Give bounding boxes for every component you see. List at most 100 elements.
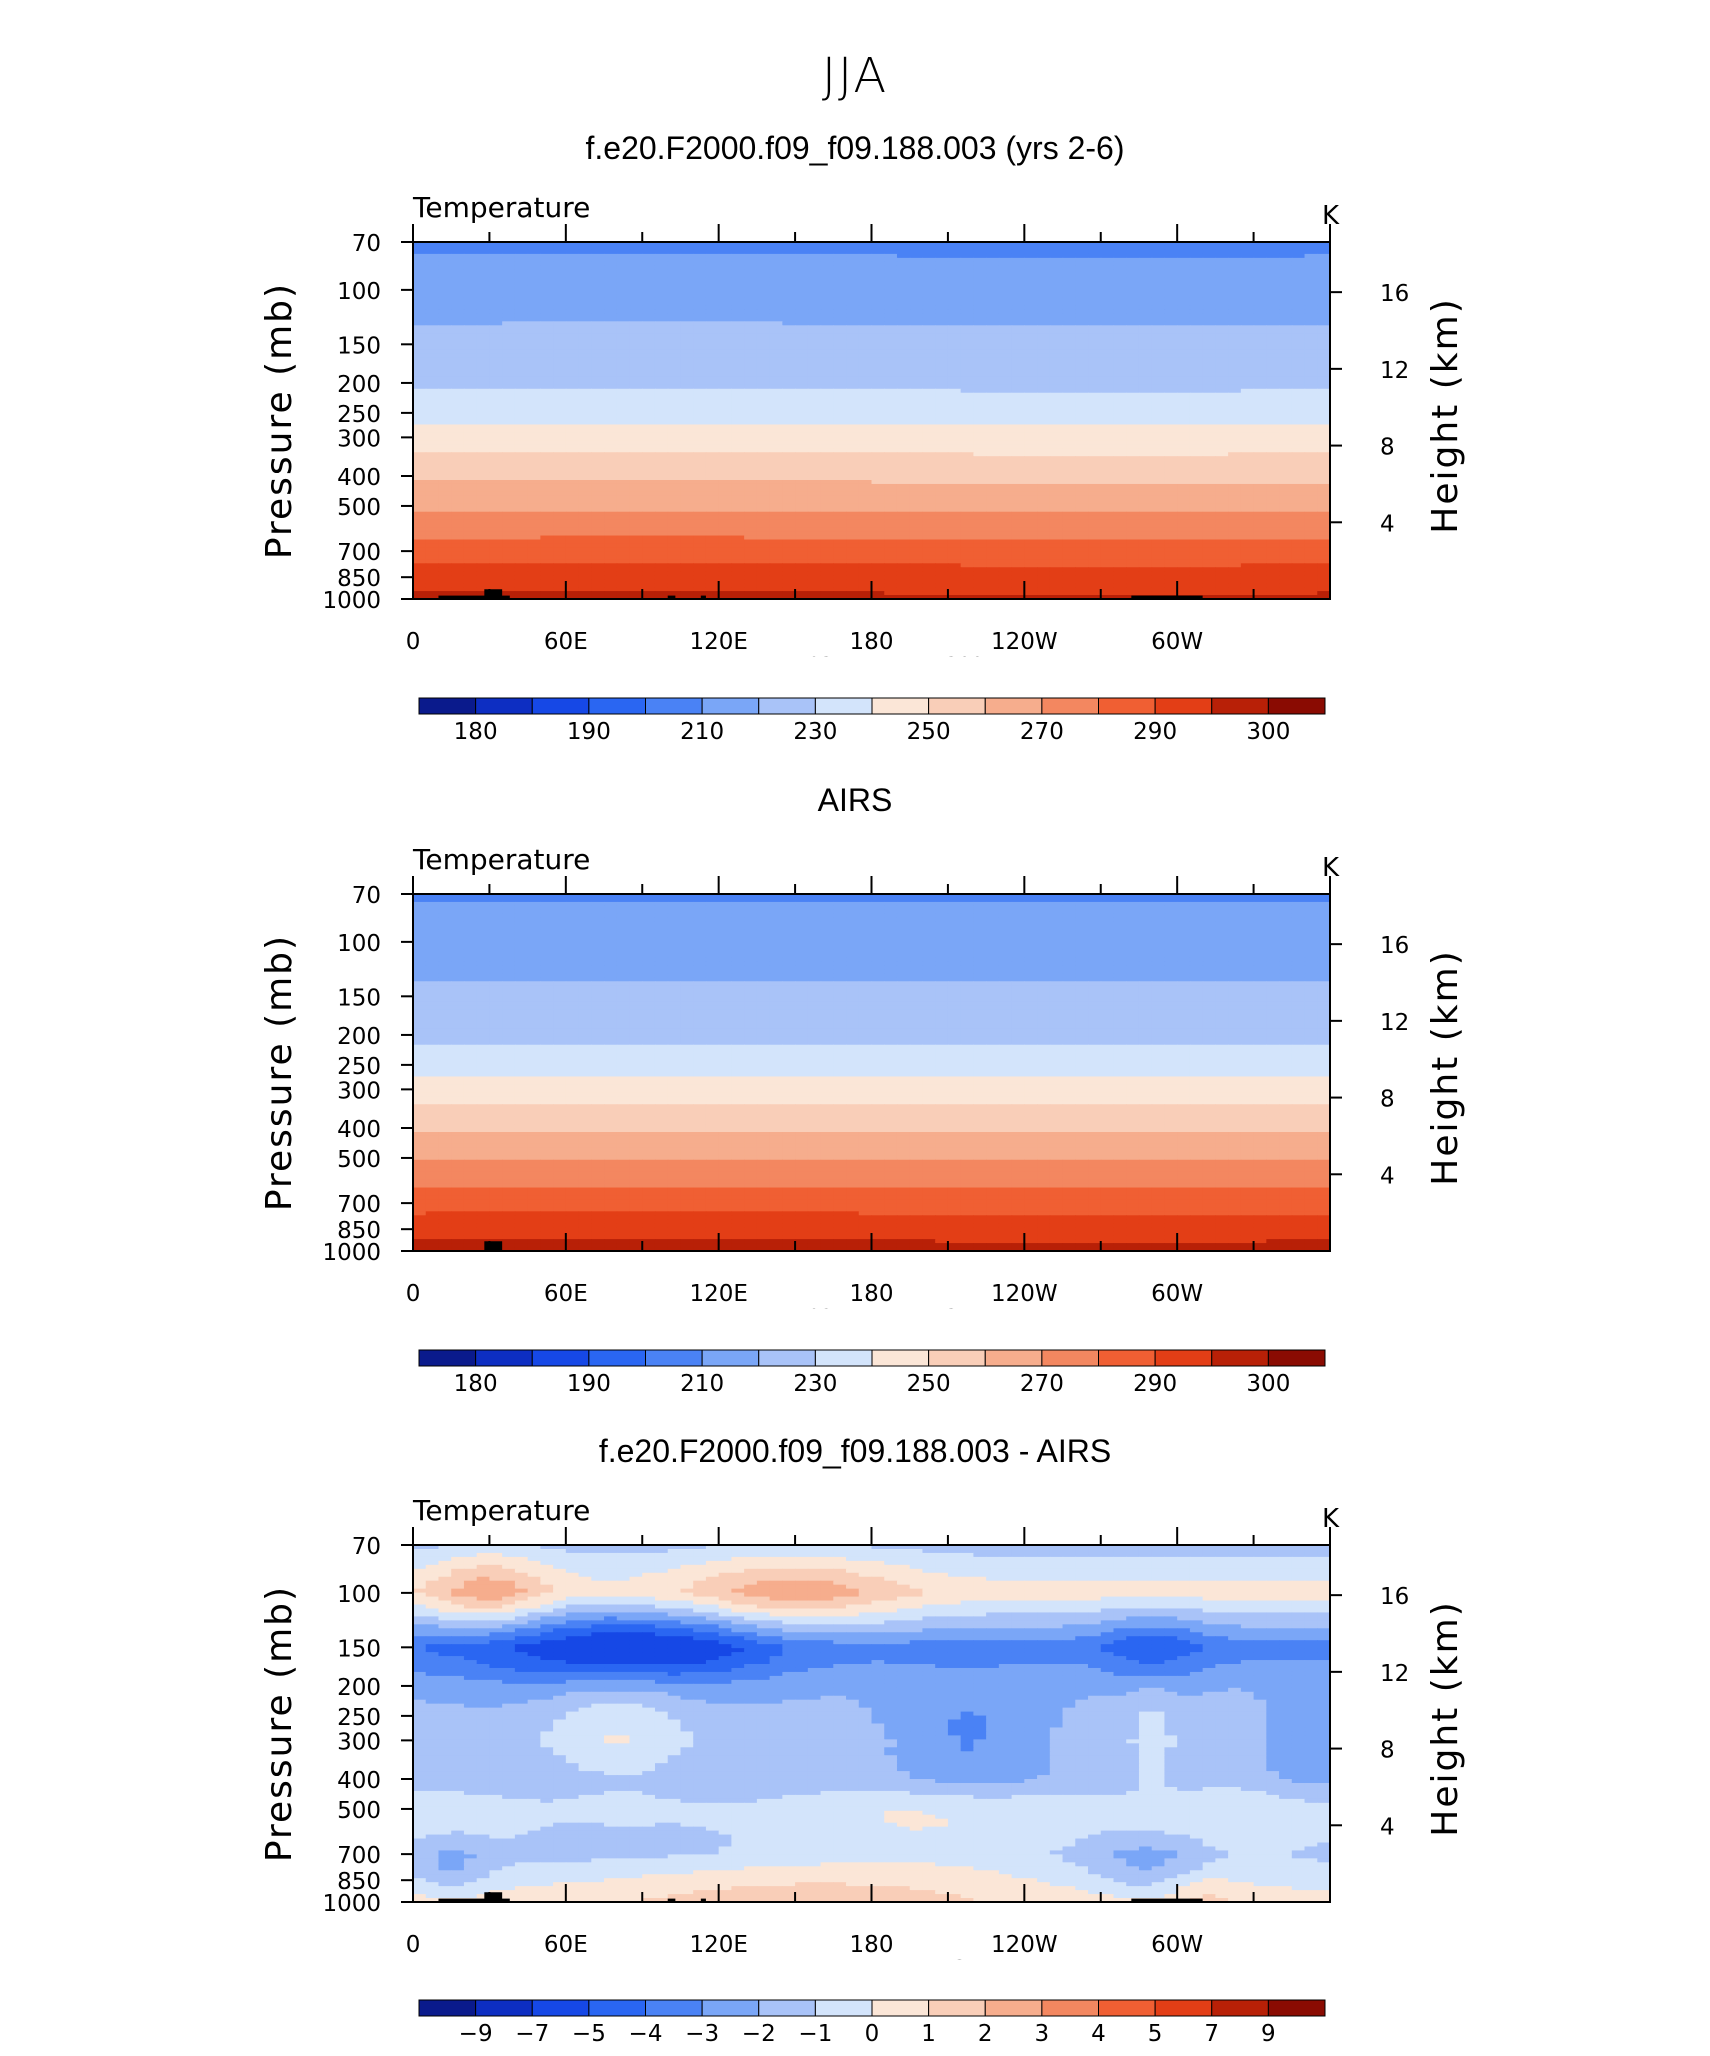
field-cell <box>680 274 693 279</box>
field-cell <box>1177 337 1190 342</box>
field-cell <box>731 329 744 334</box>
field-cell <box>986 444 999 449</box>
field-cell <box>897 440 910 445</box>
field-cell <box>922 266 935 271</box>
field-cell <box>1063 298 1076 303</box>
field-cell <box>515 413 528 418</box>
field-cell <box>961 432 974 437</box>
field-cell <box>719 508 732 513</box>
field-cell <box>1075 484 1088 489</box>
field-cell <box>1279 353 1292 358</box>
field-cell <box>1037 440 1050 445</box>
field-cell <box>668 432 681 437</box>
field-cell <box>1126 325 1139 330</box>
field-cell <box>413 313 426 318</box>
field-cell <box>884 488 897 493</box>
field-cell <box>477 432 490 437</box>
field-cell <box>897 405 910 410</box>
field-cell <box>553 385 566 390</box>
field-cell <box>910 361 923 366</box>
field-cell <box>1241 413 1254 418</box>
field-cell <box>668 440 681 445</box>
field-cell <box>668 424 681 429</box>
field-cell <box>489 417 502 422</box>
field-cell <box>1088 496 1101 501</box>
field-cell <box>859 361 872 366</box>
field-cell <box>1279 262 1292 267</box>
field-cell <box>744 516 757 521</box>
field-cell <box>1292 361 1305 366</box>
field-cell <box>833 294 846 299</box>
field-cell <box>1063 484 1076 489</box>
field-cell <box>1266 254 1279 259</box>
field-cell <box>1292 286 1305 291</box>
field-cell <box>999 492 1012 497</box>
field-cell <box>1254 508 1267 513</box>
field-cell <box>846 349 859 354</box>
field-cell <box>1024 274 1037 279</box>
field-cell <box>553 317 566 322</box>
field-cell <box>528 389 541 394</box>
field-cell <box>731 373 744 378</box>
field-cell <box>464 262 477 267</box>
field-cell <box>617 329 630 334</box>
field-cell <box>731 389 744 394</box>
field-cell <box>515 428 528 433</box>
field-cell <box>617 421 630 426</box>
field-cell <box>1228 405 1241 410</box>
field-cell <box>808 444 821 449</box>
field-cell <box>719 302 732 307</box>
field-cell <box>451 500 464 505</box>
field-cell <box>846 309 859 314</box>
field-cell <box>655 337 668 342</box>
field-cell <box>451 393 464 398</box>
field-cell <box>1101 278 1114 283</box>
field-cell <box>1113 250 1126 255</box>
field-cell <box>706 405 719 410</box>
field-cell <box>935 250 948 255</box>
field-cell <box>451 401 464 406</box>
field-cell <box>642 369 655 374</box>
field-cell <box>846 428 859 433</box>
field-cell <box>630 381 643 386</box>
field-cell <box>515 258 528 263</box>
field-cell <box>821 317 834 322</box>
field-cell <box>770 333 783 338</box>
field-cell <box>1113 401 1126 406</box>
field-cell <box>782 428 795 433</box>
field-cell <box>477 508 490 513</box>
field-cell <box>1228 397 1241 402</box>
field-cell <box>604 298 617 303</box>
field-cell <box>821 341 834 346</box>
field-cell <box>591 432 604 437</box>
field-cell <box>1088 464 1101 469</box>
field-cell <box>477 496 490 501</box>
field-cell <box>731 448 744 453</box>
field-cell <box>413 484 426 489</box>
field-cell <box>502 508 515 513</box>
field-cell <box>833 302 846 307</box>
field-cell <box>502 317 515 322</box>
field-cell <box>413 488 426 493</box>
field-cell <box>948 286 961 291</box>
field-cell <box>540 349 553 354</box>
field-cell <box>1279 302 1292 307</box>
field-cell <box>1024 246 1037 251</box>
field-cell <box>1063 401 1076 406</box>
field-cell <box>770 290 783 295</box>
field-cell <box>884 246 897 251</box>
field-cell <box>1279 274 1292 279</box>
field-cell <box>591 413 604 418</box>
field-cell <box>642 321 655 326</box>
field-cell <box>821 357 834 362</box>
field-cell <box>540 512 553 517</box>
field-cell <box>413 393 426 398</box>
field-cell <box>553 349 566 354</box>
field-cell <box>999 274 1012 279</box>
field-cell <box>1279 484 1292 489</box>
field-cell <box>770 405 783 410</box>
field-cell <box>1024 377 1037 382</box>
field-cell <box>872 274 885 279</box>
field-cell <box>1037 500 1050 505</box>
field-cell <box>731 432 744 437</box>
